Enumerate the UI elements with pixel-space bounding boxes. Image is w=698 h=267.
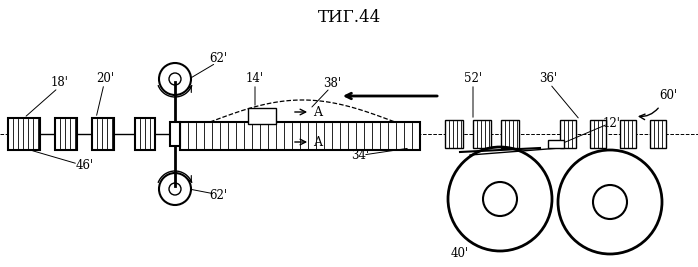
Bar [650,120,666,148]
Bar [590,120,606,148]
Bar [170,122,180,146]
Text: 12': 12' [603,117,621,130]
Text: 62': 62' [209,52,227,65]
Bar [501,120,519,148]
Text: 34': 34' [351,149,369,162]
Bar [445,120,463,148]
Bar [180,122,420,150]
Bar [92,118,114,150]
Text: A: A [313,136,322,149]
Bar [8,118,40,150]
Text: 18': 18' [51,76,69,89]
Bar [620,120,636,148]
Text: 60': 60' [659,89,677,102]
Bar [548,140,564,148]
Text: ΤИГ.44: ΤИГ.44 [318,9,380,26]
Bar [55,118,77,150]
Text: 46': 46' [76,159,94,172]
Bar [135,118,155,150]
Text: 62': 62' [209,189,227,202]
Bar [473,120,491,148]
Text: 38': 38' [323,77,341,90]
Text: 40': 40' [451,247,469,260]
Bar [560,120,576,148]
Text: A: A [313,106,322,119]
Text: 20': 20' [96,72,114,85]
Text: 52': 52' [464,72,482,85]
Text: 14': 14' [246,72,264,85]
Text: 36': 36' [539,72,557,85]
Bar [248,108,276,124]
